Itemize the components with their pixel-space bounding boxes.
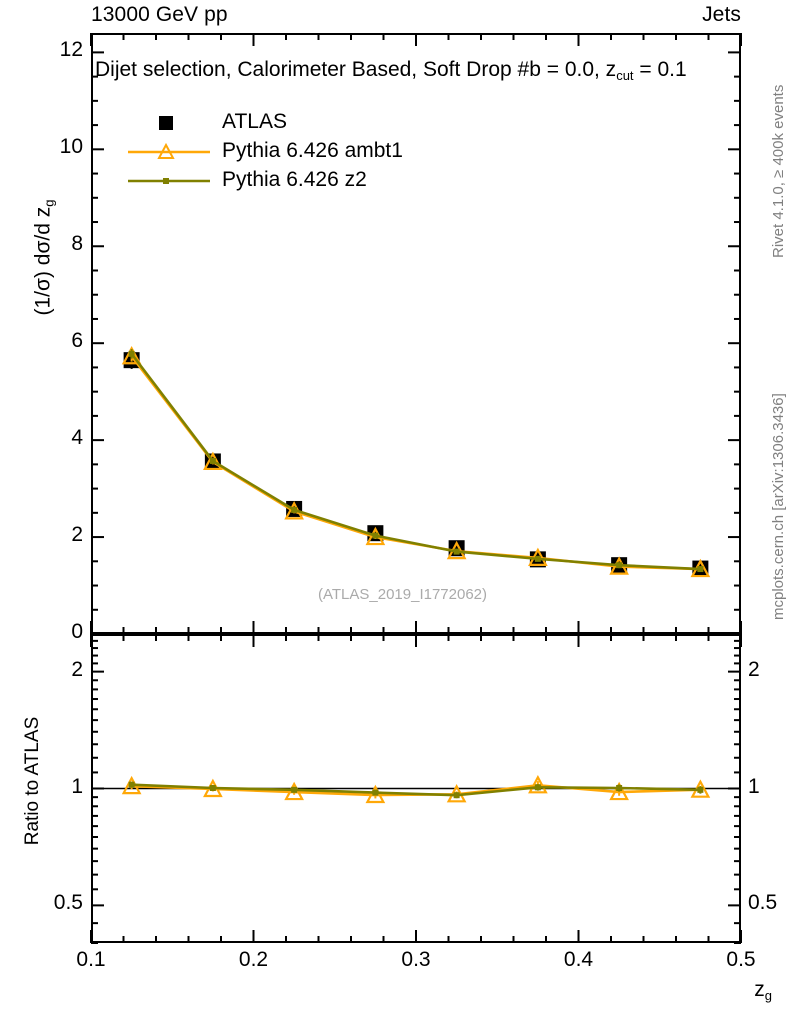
plot-title-beta: = 0.0, z (546, 58, 617, 81)
analysis-id-watermark: (ATLAS_2019_I1772062) (318, 586, 488, 603)
y-tick-label-ratio-right-1: 1 (748, 774, 760, 798)
y-tick-label-ratio-right-2: 2 (748, 657, 760, 681)
y-tick-label-ratio-2: 2 (71, 657, 83, 681)
legend-marker-square-icon (159, 116, 173, 130)
plot-title-tail: = 0.1 (639, 58, 687, 81)
y-tick-label-ratio-0: 0.5 (53, 891, 83, 915)
data-point-ratio-2-6 (616, 784, 623, 791)
data-point-ratio-1-6 (609, 781, 629, 801)
data-point-ratio-2-5 (534, 784, 541, 791)
data-point-main-2-2 (291, 506, 298, 513)
x-tick-label-2: 0.3 (401, 948, 431, 971)
data-point-ratio-2-7 (697, 786, 704, 793)
data-point-main-2-1 (209, 457, 216, 464)
x-axis-title: zg (754, 978, 772, 1003)
data-point-main-2-3 (372, 532, 379, 539)
y-tick-label-main-4: 8 (71, 232, 83, 256)
data-point-main-1-0 (121, 345, 142, 365)
y-tick-label-main-6: 12 (59, 38, 83, 62)
x-axis-title-text: z (754, 978, 765, 1001)
data-point-ratio-1-3 (365, 784, 386, 804)
x-tick-label-4: 0.5 (726, 948, 756, 971)
y-tick-label-ratio-1: 1 (71, 774, 83, 798)
legend-marker-triangle-icon (128, 142, 210, 159)
legend-label-ambt1: Pythia 6.426 ambt1 (222, 139, 403, 162)
y-tick-label-ratio-right-0: 0.5 (748, 891, 778, 915)
legend-label-z2: Pythia 6.426 z2 (222, 168, 367, 191)
x-axis-title-sub: g (764, 988, 772, 1003)
data-point-ratio-2-1 (209, 784, 216, 791)
data-point-main-2-6 (616, 562, 623, 569)
y-tick-label-main-0: 0 (71, 620, 83, 643)
plot-title-cut-sub: cut (616, 68, 634, 83)
data-point-main-2-5 (534, 555, 541, 562)
data-point-ratio-1-5 (528, 774, 548, 794)
data-point-main-1-1 (203, 451, 223, 471)
legend-label-atlas: ATLAS (222, 110, 287, 133)
data-point-main-2-4 (453, 548, 460, 555)
data-point-ratio-1-2 (284, 781, 304, 801)
y-tick-label-main-1: 2 (71, 523, 83, 547)
beam-energy-label: 13000 GeV pp (91, 3, 228, 26)
y-tick-label-main-5: 10 (59, 135, 83, 159)
data-point-main-2-0 (128, 350, 135, 357)
x-tick-label-1: 0.2 (238, 948, 269, 971)
x-tick-label-0: 0.1 (76, 948, 106, 971)
y-tick-label-main-3: 6 (71, 329, 83, 353)
series-line-main-2 (130, 353, 701, 571)
x-tick-label-3: 0.4 (563, 948, 594, 971)
data-point-ratio-2-2 (291, 786, 298, 793)
data-point-main-2-7 (697, 566, 704, 573)
data-point-ratio-2-4 (453, 792, 460, 799)
data-point-ratio-2-3 (372, 789, 379, 796)
legend-marker-dot-icon (128, 178, 210, 184)
analysis-category-label: Jets (702, 3, 741, 26)
plot-title-part1: Dijet selection, Calorimeter Based, Soft… (95, 58, 541, 81)
data-point-ratio-2-0 (128, 781, 135, 788)
series-line-ratio-2 (131, 783, 701, 797)
plot-title: Dijet selection, Calorimeter Based, Soft… (95, 58, 687, 83)
y-tick-label-main-2: 4 (71, 426, 83, 450)
